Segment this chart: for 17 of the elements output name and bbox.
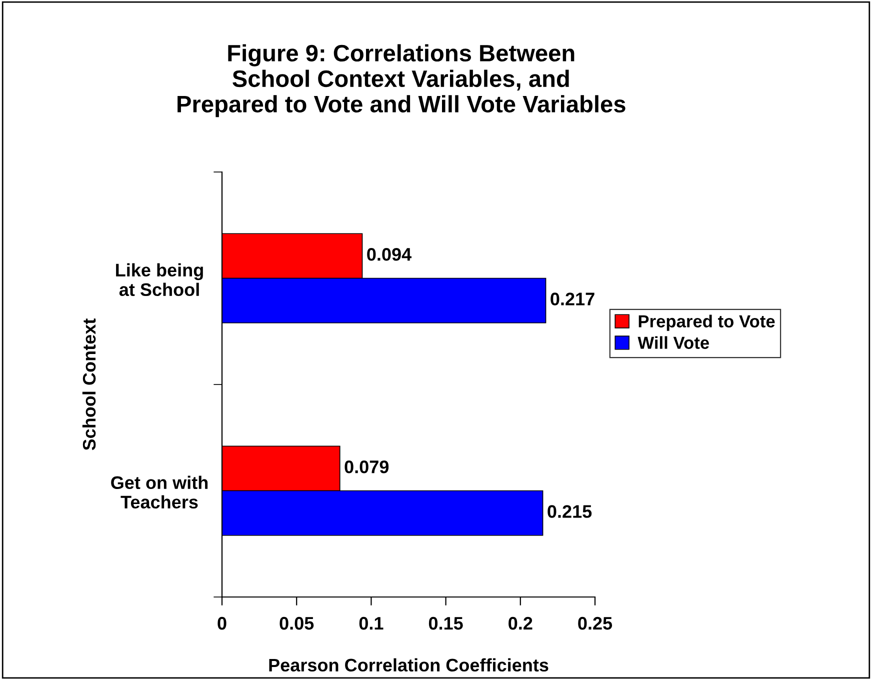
legend-label: Prepared to Vote (638, 314, 775, 331)
legend-label: Will Vote (638, 336, 709, 349)
x-tick-label: 0 (218, 616, 226, 630)
y-axis-title: School Context (82, 318, 96, 450)
y-tick-label: Like being at School (116, 263, 203, 296)
data-label: 0.094 (367, 248, 412, 261)
data-label: 0.215 (548, 505, 592, 518)
data-label: 0.079 (344, 460, 389, 474)
x-axis-title: Pearson Correlation Coefficients (269, 658, 548, 672)
x-tick-label: 0.15 (428, 616, 463, 630)
x-tick-label: 0.2 (508, 616, 532, 630)
x-tick-label: 0.1 (359, 616, 384, 630)
y-tick-label: Get on with Teachers (111, 476, 208, 509)
data-label: 0.217 (550, 292, 594, 306)
chart-title: Figure 9: Correlations Between School Context Variables, and Prepared to Vote and Will Vote Variables (178, 44, 626, 118)
x-tick-label: 0.25 (578, 616, 612, 630)
x-tick-label: 0.05 (280, 616, 314, 630)
